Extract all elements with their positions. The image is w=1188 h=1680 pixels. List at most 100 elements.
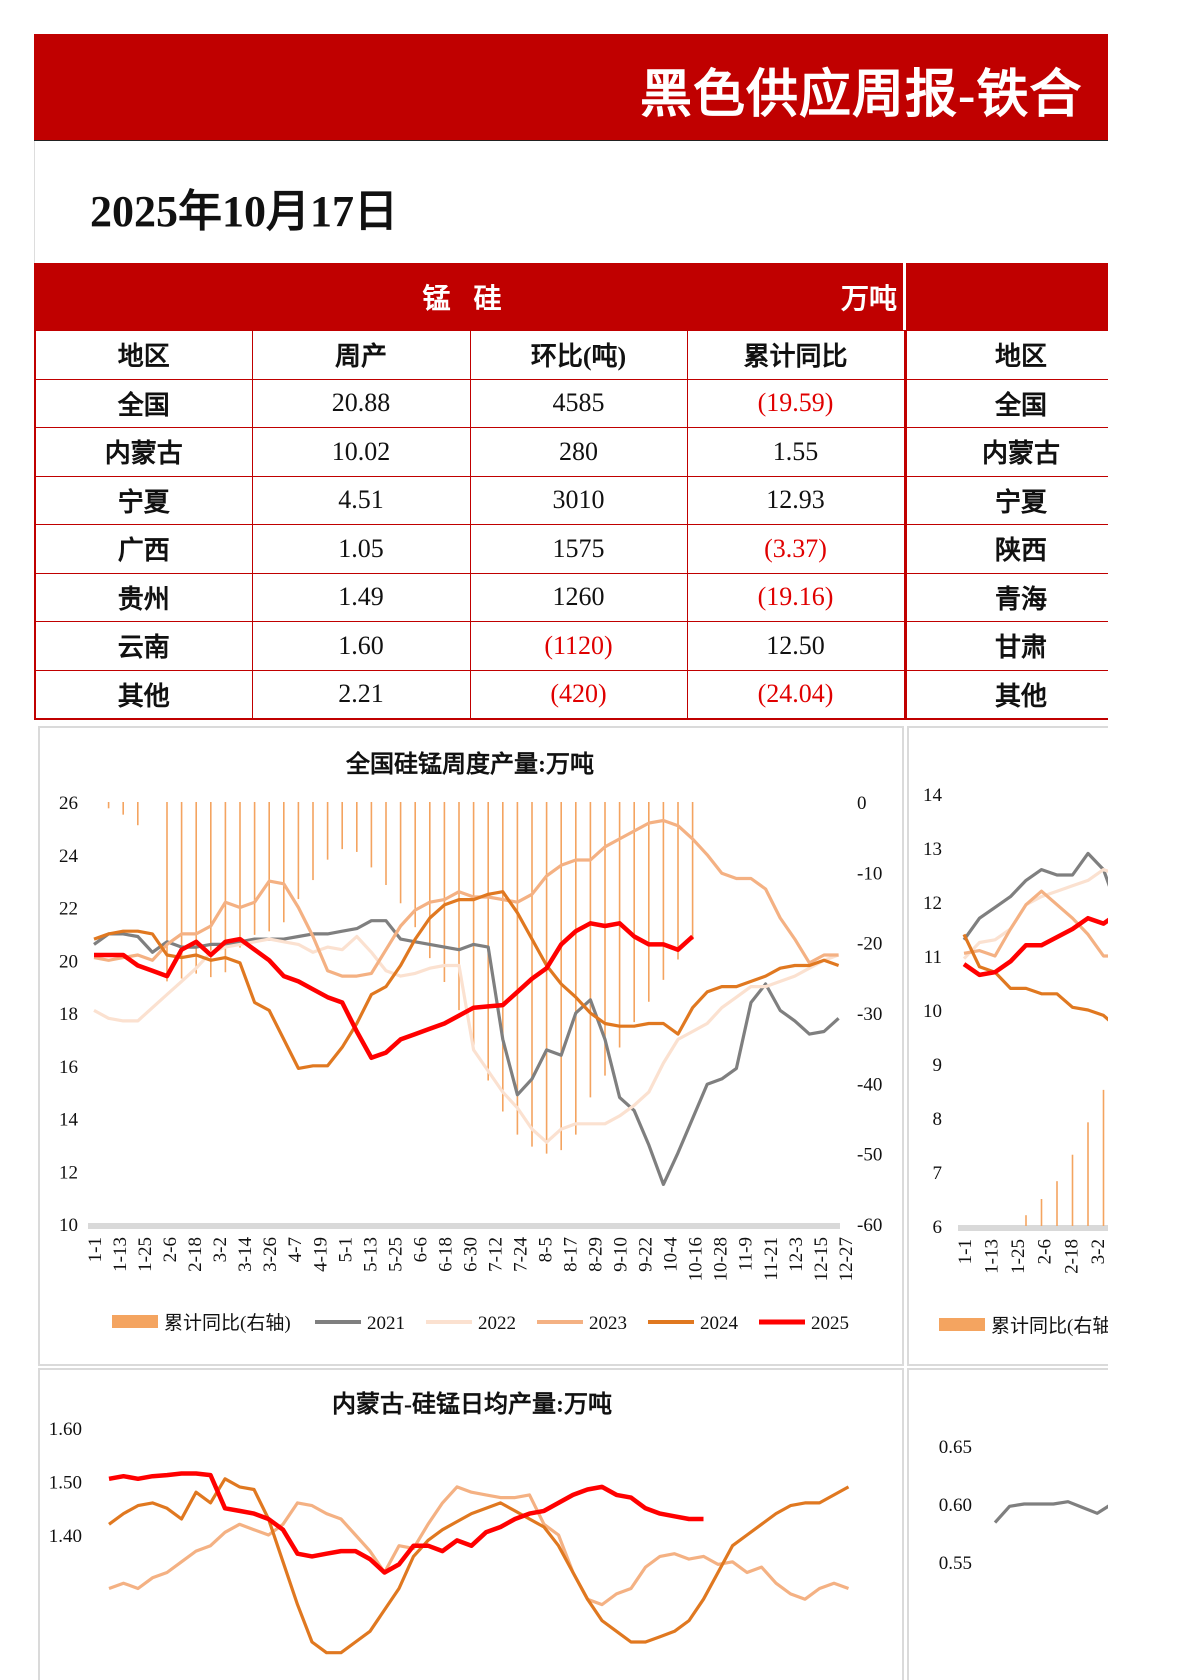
- region-cell: 内蒙古: [905, 427, 1108, 477]
- y-axis-right-tick: -30: [857, 1004, 882, 1025]
- chart-inner-mongolia-daily-output: 内蒙古-硅锰日均产量:万吨 1.60 1.50 1.40: [38, 1368, 904, 1680]
- value-cell: 3010: [469, 475, 688, 525]
- y-axis-left-tick: 8: [933, 1109, 943, 1130]
- x-axis-tick: 10-28: [711, 1237, 732, 1281]
- report-page: 黑色供应周报-铁合 2025年10月17日 锰 硅 万吨 地区 周产 环比(吨) 累计…: [34, 34, 1108, 1680]
- x-axis-tick: 1-1: [85, 1237, 106, 1262]
- x-axis-tick: 4-19: [310, 1237, 331, 1272]
- legend-label: 2021: [367, 1313, 405, 1334]
- series-line-4: [962, 915, 1108, 978]
- region-cell: 云南: [34, 621, 253, 671]
- date-section: 2025年10月17日: [34, 141, 1108, 263]
- silicomanganese-table: 地区 周产 环比(吨) 累计同比 全国 20.88 4585 (19.59) 内蒙古 10.02 2…: [34, 330, 905, 720]
- table-row: 内蒙古: [905, 427, 1108, 477]
- x-axis-tick: 1-25: [1008, 1239, 1029, 1274]
- y-axis-left-tick: 18: [59, 1004, 78, 1025]
- region-cell: 内蒙古: [34, 427, 253, 477]
- table-unit: 万吨: [840, 284, 897, 315]
- table-row: 全国: [905, 378, 1108, 428]
- x-axis-tick: 2-18: [185, 1237, 206, 1272]
- x-axis-tick: 2-6: [160, 1237, 181, 1262]
- legend-label: 2024: [700, 1313, 739, 1334]
- y-axis-left-tick: 13: [923, 839, 942, 860]
- x-axis-tick: 6-30: [460, 1237, 481, 1272]
- y-axis-right-tick: -10: [857, 863, 882, 884]
- y-axis-left-tick: 16: [59, 1057, 78, 1078]
- region-cell: 广西: [34, 524, 253, 574]
- y-axis-right-tick: 0: [857, 793, 867, 814]
- x-axis-tick: 1-25: [135, 1237, 156, 1272]
- series-line-0: [108, 1485, 850, 1607]
- y-axis-left-tick: 1.40: [49, 1526, 82, 1547]
- y-axis-left-tick: 1.50: [49, 1473, 82, 1494]
- x-axis-tick: 10-4: [661, 1237, 682, 1272]
- region-cell: 贵州: [34, 572, 253, 622]
- y-axis-left-tick: 0.60: [939, 1495, 972, 1516]
- y-axis-left-tick: 10: [923, 1001, 942, 1022]
- x-axis-tick: 2-6: [1035, 1239, 1056, 1264]
- series-line-3: [962, 933, 1108, 1022]
- region-cell: 其他: [905, 669, 1108, 720]
- y-axis-left-tick: 12: [59, 1162, 78, 1183]
- value-cell: (1120): [469, 621, 688, 671]
- y-axis-left-tick: 7: [933, 1163, 943, 1184]
- table-row: 内蒙古 10.02 280 1.55: [34, 427, 905, 477]
- y-axis-right-tick: -40: [857, 1074, 882, 1095]
- x-axis-tick: 8-17: [561, 1237, 582, 1272]
- column-header: 地区: [905, 330, 1108, 380]
- table-row: 全国 20.88 4585 (19.59): [34, 378, 905, 428]
- value-cell: 280: [469, 427, 688, 477]
- y-axis-right-tick: -20: [857, 934, 882, 955]
- legend-swatch-bars: [939, 1318, 985, 1331]
- series-line-2023: [93, 818, 839, 978]
- value-cell: (19.59): [686, 378, 905, 428]
- value-cell: 12.50: [686, 621, 905, 671]
- table-row: 广西 1.05 1575 (3.37): [34, 524, 905, 574]
- value-cell: 4585: [469, 378, 688, 428]
- x-axis-tick: 11-9: [736, 1237, 757, 1271]
- y-axis-right-tick: -60: [857, 1215, 882, 1236]
- x-axis-tick: 3-2: [210, 1237, 231, 1262]
- x-axis-tick: 8-29: [586, 1237, 607, 1272]
- value-cell: (19.16): [686, 572, 905, 622]
- x-axis-tick: 8-5: [536, 1237, 557, 1262]
- chart-title: 内蒙古-硅锰日均产量:万吨: [332, 1390, 612, 1418]
- x-axis-tick: 1-13: [982, 1239, 1003, 1274]
- value-cell: 1.49: [251, 572, 471, 622]
- chart-regional-weekly-output: 14 13 12 11 10 9 8 7 6 1-1 1-13 1-25 2-6 2-18 3-2 3-14 累…: [907, 726, 1108, 1366]
- y-axis-left-tick: 24: [59, 846, 79, 867]
- y-axis-left-tick: 12: [923, 893, 942, 914]
- x-axis-tick: 1-13: [110, 1237, 131, 1272]
- chart-regional-daily-output: 0.65 0.60 0.55: [907, 1368, 1108, 1680]
- x-axis-tick: 3-26: [260, 1237, 281, 1272]
- x-axis-tick: 5-25: [385, 1237, 406, 1272]
- value-cell: (24.04): [686, 669, 905, 720]
- chart-svg: 全国硅锰周度产量:万吨 26 24 22 20 18 16 14 12 10 0 -10 -20 -30 -…: [59, 750, 882, 1334]
- table-header-row: 地区 周产 环比(吨) 累计同比: [34, 330, 905, 380]
- y-axis-left-tick: 20: [59, 951, 78, 972]
- series-line-1: [108, 1477, 850, 1655]
- y-axis-left-tick: 10: [59, 1215, 78, 1236]
- y-axis-left-tick: 11: [924, 947, 942, 968]
- y-axis-left-tick: 14: [923, 785, 943, 806]
- table-row: 陕西: [905, 524, 1108, 574]
- value-cell: 1.60: [251, 621, 471, 671]
- y-axis-left-tick: 26: [59, 793, 78, 814]
- value-cell: 12.93: [686, 475, 905, 525]
- chart-svg: 内蒙古-硅锰日均产量:万吨 1.60 1.50 1.40: [49, 1390, 850, 1655]
- value-cell: (420): [469, 669, 688, 720]
- x-axis-tick: 5-1: [335, 1237, 356, 1262]
- x-axis-tick: 1-1: [955, 1239, 976, 1264]
- table-title: 锰 硅: [422, 284, 510, 315]
- x-axis-tick: 9-10: [611, 1237, 632, 1272]
- report-title: 黑色供应周报-铁合: [640, 67, 1083, 124]
- table-row: 贵州 1.49 1260 (19.16): [34, 572, 905, 622]
- table-row: 青海: [905, 572, 1108, 622]
- value-cell: 1575: [469, 524, 688, 574]
- value-cell: 2.21: [251, 669, 471, 720]
- value-cell: 10.02: [251, 427, 471, 477]
- value-cell: 1.55: [686, 427, 905, 477]
- table-row: 宁夏 4.51 3010 12.93: [34, 475, 905, 525]
- y-axis-left-tick: 1.60: [49, 1419, 82, 1440]
